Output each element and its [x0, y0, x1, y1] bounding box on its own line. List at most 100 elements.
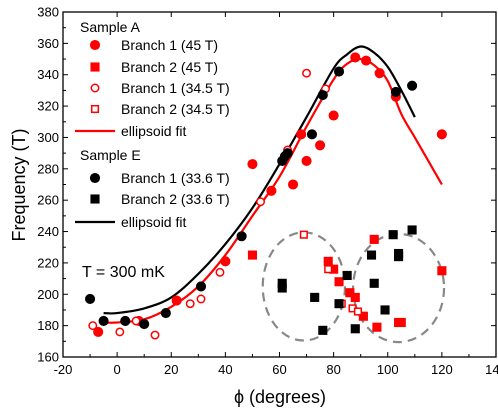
legend-marker	[89, 39, 101, 51]
data-point	[150, 330, 160, 340]
legend-group-sample-e: Sample E	[80, 147, 141, 163]
data-point	[296, 129, 307, 140]
data-point	[407, 80, 418, 91]
data-point	[256, 197, 266, 207]
data-point	[247, 250, 257, 260]
y-axis-label: Frequency (T)	[9, 128, 29, 241]
data-point	[306, 129, 318, 140]
y-tick-label: 160	[37, 350, 59, 365]
legend-entry-label: Branch 1 (45 T)	[121, 37, 218, 53]
temperature-annotation: T = 300 mK	[82, 264, 165, 281]
y-tick-label: 280	[37, 161, 59, 176]
data-point	[310, 292, 320, 302]
y-tick-label: 380	[37, 5, 59, 20]
data-point	[318, 325, 328, 335]
data-point	[353, 307, 363, 316]
data-point	[220, 256, 231, 267]
legend-marker	[90, 194, 100, 204]
data-point	[390, 86, 401, 98]
e-fit-line	[103, 45, 416, 315]
y-tick-label: 220	[37, 255, 59, 270]
data-point	[131, 316, 141, 326]
legend-entry-label: ellipsoid fit	[121, 214, 186, 230]
data-point	[334, 299, 344, 309]
data-point	[85, 293, 96, 305]
data-point	[350, 324, 360, 334]
data-point	[247, 159, 258, 170]
y-tick-label: 240	[37, 224, 59, 239]
data-point	[334, 277, 344, 287]
x-tick-label: 40	[218, 362, 232, 377]
legend-entry-label: Branch 1 (34.5 T)	[121, 80, 230, 96]
data-point	[436, 129, 447, 140]
data-point	[369, 234, 379, 244]
data-point	[299, 230, 308, 239]
data-point	[266, 185, 277, 196]
data-point	[120, 315, 131, 326]
data-point	[301, 155, 312, 167]
x-tick-label: 100	[377, 362, 399, 377]
legend-marker	[90, 104, 100, 114]
data-point	[317, 90, 328, 101]
data-point	[380, 305, 390, 315]
data-point	[282, 148, 293, 159]
data-point	[323, 256, 333, 266]
data-point	[88, 321, 98, 331]
guide-ellipse	[261, 231, 347, 342]
data-point	[196, 294, 206, 304]
data-point	[215, 267, 225, 277]
y-tick-label: 260	[37, 193, 59, 208]
x-tick-label: 80	[326, 362, 340, 377]
x-tick-label: 20	[164, 362, 178, 377]
data-point	[407, 225, 417, 235]
y-tick-label: 300	[37, 130, 59, 145]
data-point	[302, 68, 312, 78]
data-point	[394, 252, 404, 262]
y-tick-label: 340	[37, 67, 59, 82]
x-tick-label: 60	[272, 362, 286, 377]
legend-marker	[89, 172, 101, 184]
data-point	[160, 308, 171, 319]
data-point	[185, 299, 195, 309]
data-point	[93, 326, 104, 337]
data-point	[374, 68, 385, 79]
data-point	[366, 250, 377, 260]
data-point	[195, 281, 207, 292]
data-point	[342, 270, 352, 281]
data-point	[236, 231, 247, 242]
data-point	[333, 66, 345, 77]
data-point	[369, 278, 379, 288]
legend-entry-label: ellipsoid fit	[121, 123, 186, 139]
y-tick-label: 180	[37, 318, 59, 333]
x-tick-label: -20	[54, 362, 73, 377]
data-point	[277, 283, 287, 293]
data-point	[345, 288, 355, 298]
x-tick-label: 0	[114, 362, 121, 377]
data-point	[372, 322, 382, 332]
legend-entry-label: Branch 2 (34.5 T)	[121, 101, 230, 117]
x-tick-label: 140	[485, 362, 498, 377]
legend-marker	[90, 83, 100, 93]
x-axis-label: ϕ (degrees)	[234, 387, 326, 407]
data-point	[361, 55, 372, 66]
data-point	[350, 292, 360, 302]
data-point	[396, 317, 406, 328]
y-tick-label: 360	[37, 36, 59, 51]
data-point	[115, 327, 125, 337]
legend-entry-label: Branch 2 (33.6 T)	[121, 191, 230, 207]
a-fit-line	[103, 57, 443, 324]
legend: Sample A Branch 1 (45 T) Branch 2 (45 T) Br…	[75, 19, 230, 230]
y-tick-label: 200	[37, 287, 59, 302]
data-point	[328, 110, 339, 121]
legend-entry-label: Branch 2 (45 T)	[121, 59, 218, 75]
legend-entry-label: Branch 1 (33.6 T)	[121, 170, 230, 186]
x-tick-label: 120	[431, 362, 453, 377]
data-point	[324, 265, 333, 274]
data-point	[139, 319, 150, 330]
legend-marker	[90, 62, 100, 72]
guide-ellipse	[352, 232, 446, 344]
data-point	[358, 311, 368, 321]
data-point	[437, 266, 447, 276]
data-point	[98, 315, 109, 326]
